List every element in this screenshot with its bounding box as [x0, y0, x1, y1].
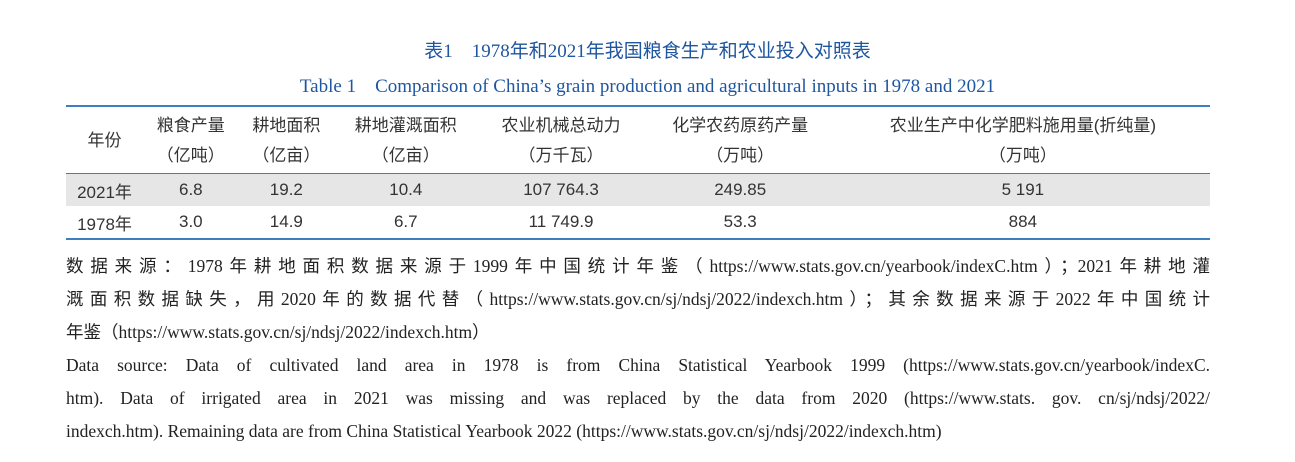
- table-cell: 53.3: [723, 212, 757, 231]
- header-unit: （亿亩）: [371, 146, 440, 165]
- data-table: 年份 粮食产量 （亿吨） 耕地面积 （亿亩） 耕地灌溉面积 （亿亩） 农业机械总动力 （万千瓦）…: [66, 105, 1210, 240]
- table-title-cn: 表1 1978年和2021年我国粮食生产和农业投入对照表: [424, 41, 871, 62]
- header-cell: 耕地灌溉面积 （亿亩）: [334, 106, 478, 174]
- header-cell: 年份: [66, 106, 144, 174]
- header-cell: 农业生产中化学肥料施用量(折纯量) （万吨）: [835, 106, 1210, 174]
- table-cell: 249.85: [644, 173, 836, 206]
- header-unit: （万千瓦）: [518, 146, 604, 165]
- note-line: 数据来源：1978年耕地面积数据来源于1999年中国统计年鉴（https://w…: [66, 256, 1210, 276]
- header-unit: （万吨）: [988, 146, 1057, 165]
- header-unit: （亿吨）: [156, 146, 225, 165]
- header-label: 耕地灌溉面积: [354, 116, 457, 135]
- table-cell: 6.8: [143, 173, 239, 206]
- header-unit: （亿亩）: [252, 146, 321, 165]
- note-line: Data source: Data of cultivated land are…: [66, 355, 1210, 375]
- header-unit: （万吨）: [706, 146, 775, 165]
- note-line: htm). Data of irrigated area in 2021 was…: [66, 388, 1210, 408]
- table-cell: 3.0: [178, 212, 203, 231]
- table-title-en: Table 1 Comparison of China’s grain prod…: [299, 76, 996, 97]
- header-cell: 化学农药原药产量 （万吨）: [644, 106, 836, 174]
- header-cell: 农业机械总动力 （万千瓦）: [477, 106, 645, 174]
- note-line: 年鉴（https://www.stats.gov.cn/sj/ndsj/2022…: [66, 322, 490, 342]
- table-row: 1978年 3.0 14.9 6.7 11 749.9 53.3 884: [66, 206, 1210, 239]
- header-cell: 耕地面积 （亿亩）: [238, 106, 335, 174]
- header-cell: 粮食产量 （亿吨）: [143, 106, 239, 174]
- table-cell: 884: [1008, 212, 1038, 231]
- header-label: 农业生产中化学肥料施用量(折纯量): [889, 116, 1157, 135]
- table-cell: 19.2: [238, 173, 335, 206]
- header-label: 耕地面积: [252, 116, 321, 135]
- table-cell: 11 749.9: [528, 212, 594, 231]
- table-cell: 10.4: [334, 173, 478, 206]
- notes: 数据来源：1978年耕地面积数据来源于1999年中国统计年鉴（https://w…: [66, 250, 1210, 448]
- table-cell: 6.7: [393, 212, 418, 231]
- header-label: 化学农药原药产量: [672, 116, 809, 135]
- table-cell: 2021年: [66, 173, 144, 206]
- table-cell: 107 764.3: [477, 173, 645, 206]
- header-label: 年份: [87, 131, 122, 150]
- table-cell: 1978年: [77, 214, 132, 234]
- table-cell: 14.9: [269, 212, 303, 231]
- table-cell: 5 191: [835, 173, 1210, 206]
- note-line: 溉面积数据缺失，用2020年的数据代替（https://www.stats.go…: [66, 289, 1210, 309]
- note-line: indexch.htm). Remaining data are from Ch…: [66, 421, 942, 441]
- header-label: 粮食产量: [156, 116, 225, 135]
- table-row: 2021年 6.8 19.2 10.4 107 764.3 249.85 5 191: [66, 173, 1210, 206]
- header-label: 农业机械总动力: [501, 116, 621, 135]
- header-row: 年份 粮食产量 （亿吨） 耕地面积 （亿亩） 耕地灌溉面积 （亿亩） 农业机械总动力 （万千瓦）…: [66, 106, 1210, 174]
